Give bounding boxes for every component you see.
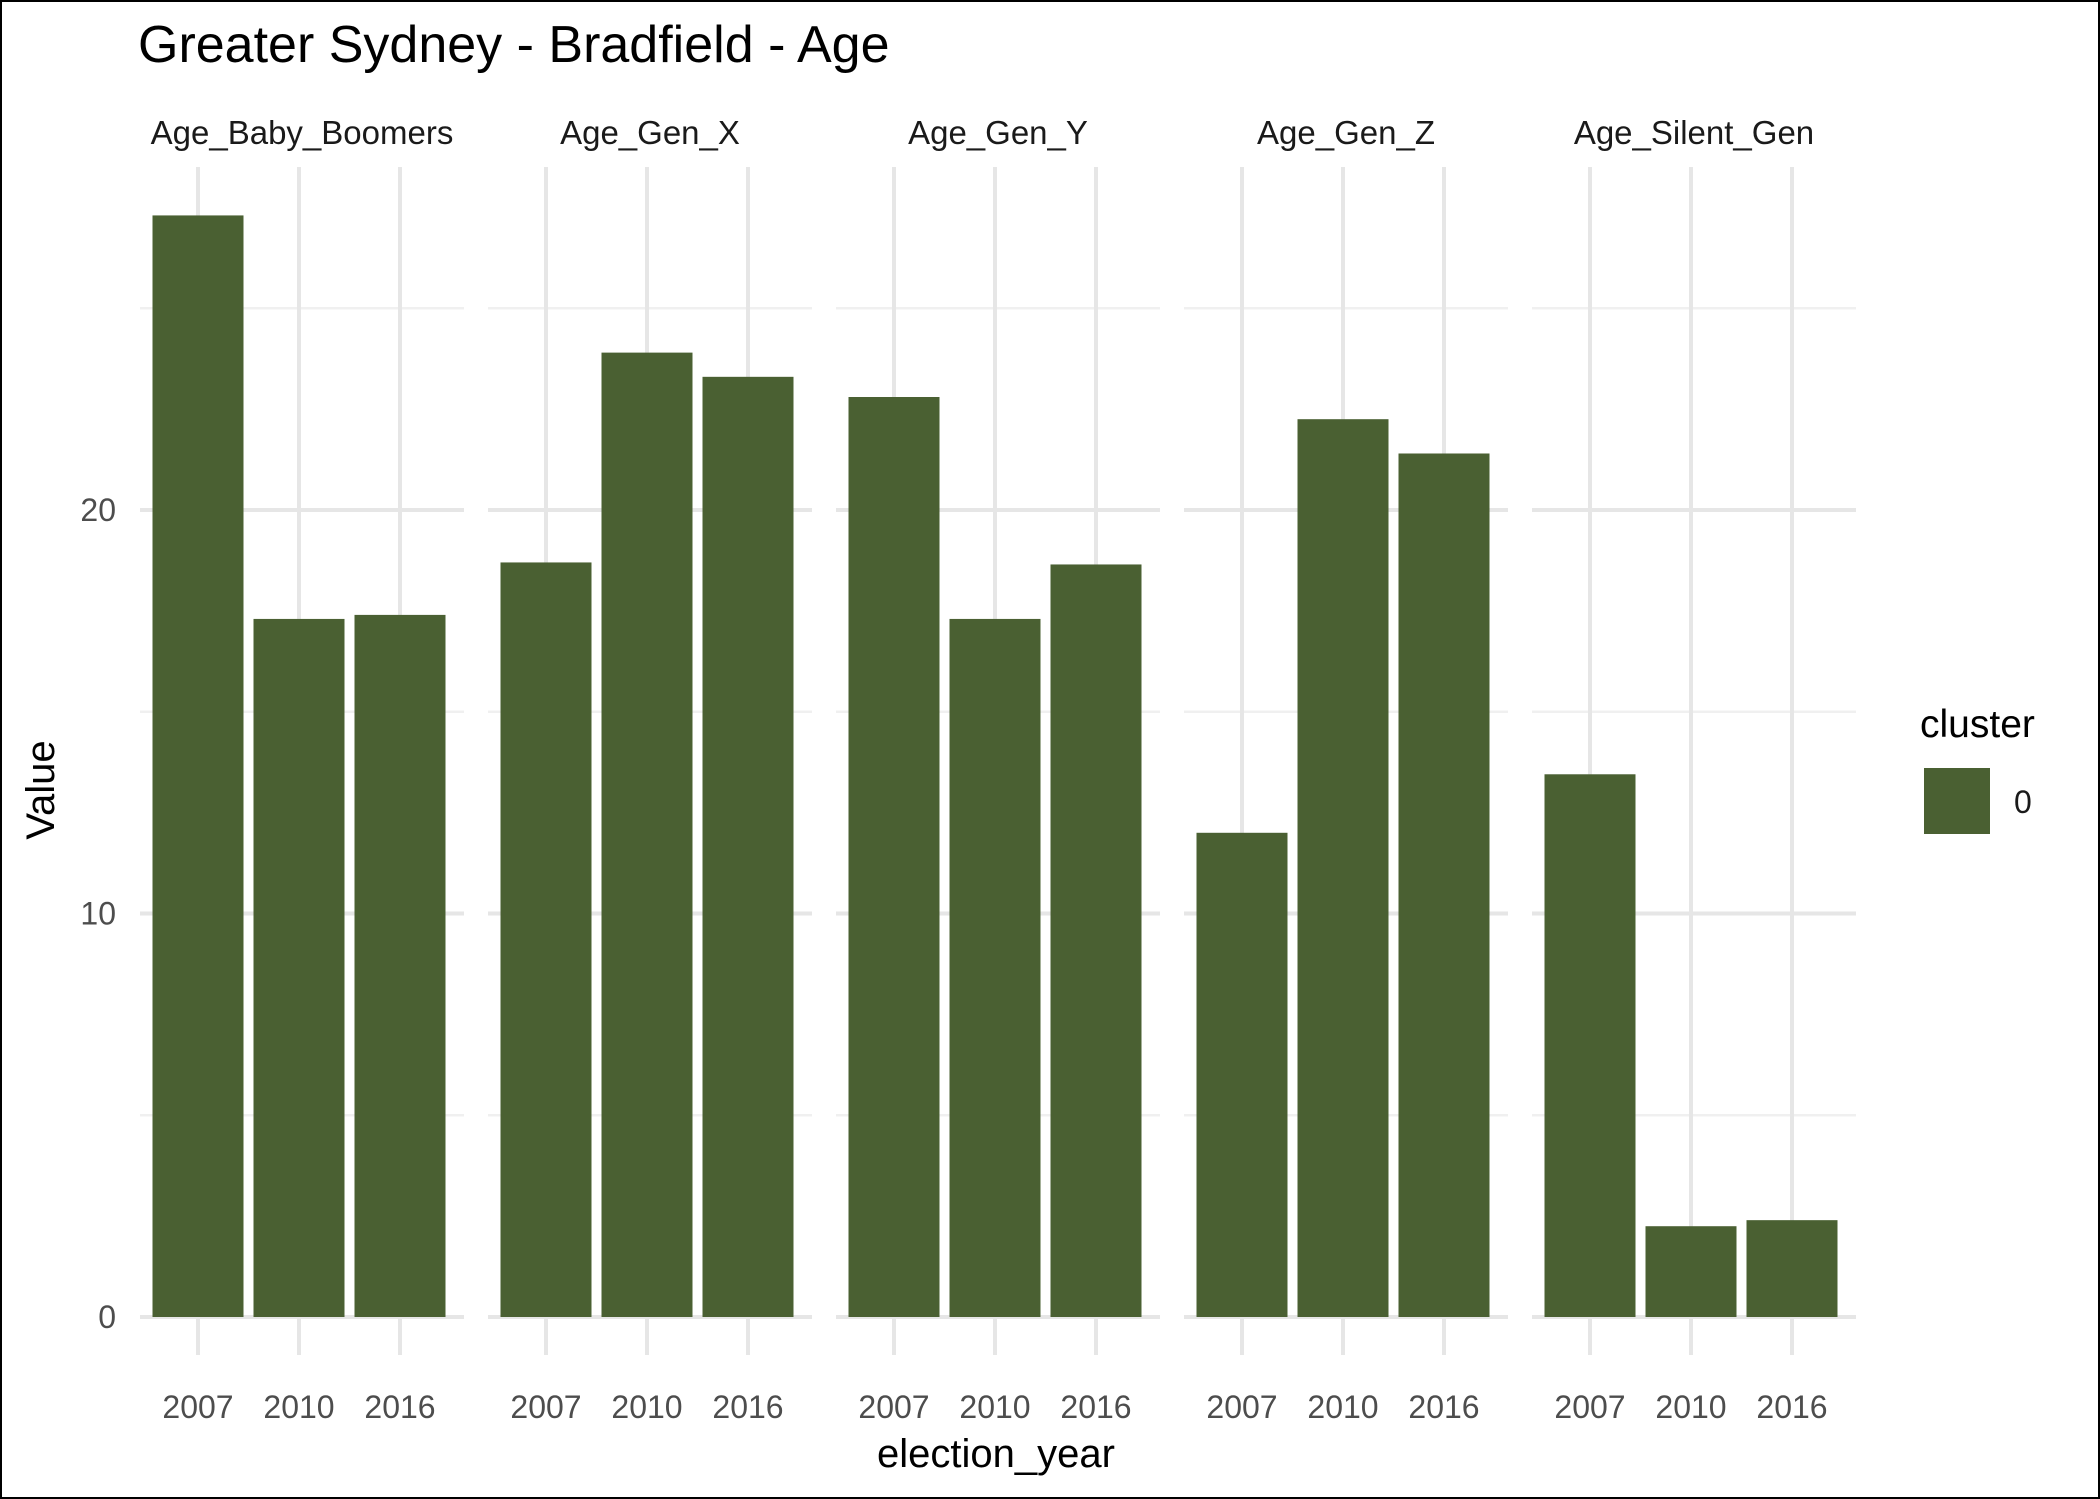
facet-panel: 2007 2010 2016 Age_Gen_Y: [836, 114, 1160, 1425]
chart-title: Greater Sydney - Bradfield - Age: [138, 16, 890, 74]
y-tick-label: 10: [80, 895, 116, 931]
bar-Age_Baby_Boomers-2007: [152, 215, 244, 1318]
y-axis-ticks: 0 10 20: [80, 492, 116, 1335]
bar-Age_Silent_Gen-2010: [1645, 1226, 1737, 1317]
legend-key-0: [1924, 768, 1990, 834]
x-tick-label: 2016: [364, 1389, 435, 1425]
y-tick-label: 0: [98, 1299, 116, 1335]
legend-label-0: 0: [2014, 784, 2032, 820]
bar-Age_Gen_Y-2010: [949, 618, 1041, 1317]
x-tick-label: 2007: [1206, 1389, 1277, 1425]
bar-Age_Gen_Z-2010: [1297, 419, 1389, 1317]
facet-panel: 2007 2010 2016 Age_Gen_X: [488, 114, 812, 1425]
bar-Age_Baby_Boomers-2016: [354, 614, 446, 1317]
facet-panel: 2007 2010 2016 Age_Silent_Gen: [1532, 114, 1856, 1425]
x-tick-label: 2016: [1060, 1389, 1131, 1425]
x-tick-label: 2007: [510, 1389, 581, 1425]
x-tick-label: 2007: [162, 1389, 233, 1425]
facet-panels: 2007 2010 2016 Age_Baby_Boomers 2007 2010 2016…: [140, 114, 1856, 1425]
x-tick-label: 2010: [1307, 1389, 1378, 1425]
x-tick-label: 2016: [1408, 1389, 1479, 1425]
bar-Age_Gen_X-2016: [702, 376, 794, 1317]
x-axis-title: election_year: [877, 1432, 1115, 1476]
y-axis-title: Value: [19, 740, 63, 839]
legend-title: cluster: [1920, 703, 2035, 746]
bar-Age_Gen_X-2010: [601, 352, 693, 1318]
x-tick-label: 2016: [1756, 1389, 1827, 1425]
facet-strip-label: Age_Gen_Y: [908, 114, 1088, 151]
y-tick-label: 20: [80, 492, 116, 528]
x-tick-label: 2016: [712, 1389, 783, 1425]
bar-Age_Silent_Gen-2007: [1544, 774, 1636, 1317]
bar-Age_Silent_Gen-2016: [1746, 1220, 1838, 1317]
x-tick-label: 2010: [1655, 1389, 1726, 1425]
facet-panel: 2007 2010 2016 Age_Baby_Boomers: [140, 114, 464, 1425]
x-tick-label: 2007: [858, 1389, 929, 1425]
facet-strip-label: Age_Silent_Gen: [1574, 114, 1814, 151]
bar-Age_Gen_Z-2016: [1398, 453, 1490, 1318]
bar-Age_Gen_Y-2007: [848, 397, 940, 1317]
x-tick-label: 2010: [959, 1389, 1030, 1425]
bar-Age_Gen_X-2007: [500, 562, 592, 1317]
bar-Age_Gen_Y-2016: [1050, 564, 1142, 1317]
bar-Age_Baby_Boomers-2010: [253, 618, 345, 1317]
x-tick-label: 2010: [263, 1389, 334, 1425]
legend: cluster 0: [1920, 703, 2035, 834]
bar-Age_Gen_Z-2007: [1196, 832, 1288, 1317]
x-tick-label: 2007: [1554, 1389, 1625, 1425]
facet-strip-label: Age_Gen_Z: [1257, 114, 1435, 151]
facet-strip-label: Age_Baby_Boomers: [151, 114, 454, 151]
x-tick-label: 2010: [611, 1389, 682, 1425]
facet-panel: 2007 2010 2016 Age_Gen_Z: [1184, 114, 1508, 1425]
facet-strip-label: Age_Gen_X: [560, 114, 740, 151]
